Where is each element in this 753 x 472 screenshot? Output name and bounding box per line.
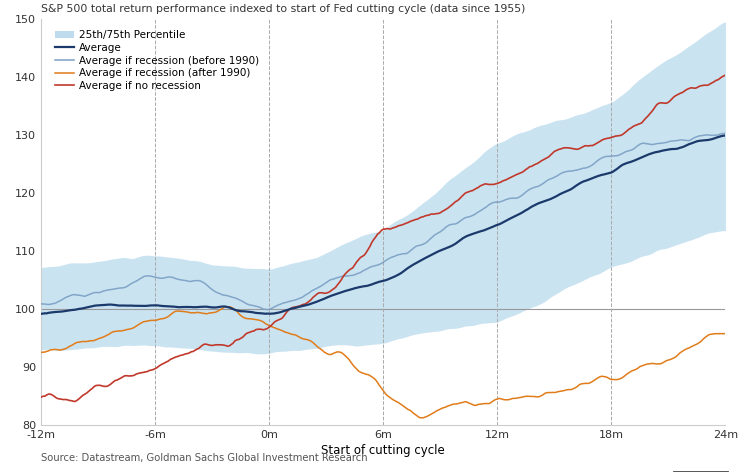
Text: Source: Datastream, Goldman Sachs Global Investment Research: Source: Datastream, Goldman Sachs Global… bbox=[41, 453, 367, 464]
X-axis label: Start of cutting cycle: Start of cutting cycle bbox=[322, 444, 445, 457]
Text: S&P 500 total return performance indexed to start of Fed cutting cycle (data sin: S&P 500 total return performance indexed… bbox=[41, 4, 526, 14]
Legend: 25th/75th Percentile, Average, Average if recession (before 1990), Average if re: 25th/75th Percentile, Average, Average i… bbox=[53, 28, 261, 93]
